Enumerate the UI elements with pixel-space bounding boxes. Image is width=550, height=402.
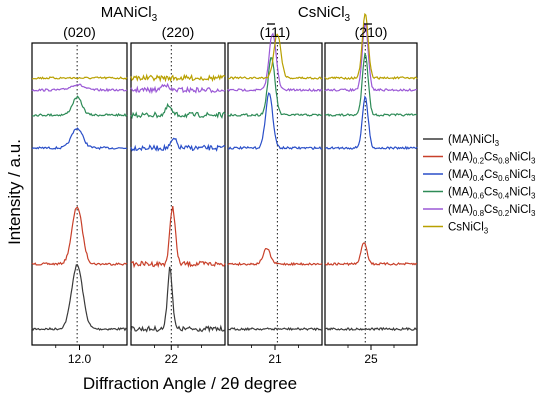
material-group-labels: MANiCl3 CsNiCl3 bbox=[101, 4, 351, 24]
group-label-2: CsNiCl3 bbox=[298, 4, 351, 24]
legend-label: (MA)NiCl3 bbox=[448, 134, 500, 148]
legend-item-4: (MA)0.6Cs0.4NiCl3 bbox=[423, 187, 536, 201]
series-line-4 bbox=[130, 102, 226, 120]
legend-label: CsNiCl3 bbox=[448, 222, 489, 236]
legend-item-6: CsNiCl3 bbox=[423, 222, 489, 236]
series-line-6 bbox=[227, 33, 323, 81]
legend-label: (MA)0.6Cs0.4NiCl3 bbox=[448, 187, 536, 201]
series-line-5 bbox=[31, 83, 128, 93]
legend-item-2: (MA)0.2Cs0.8NiCl3 bbox=[423, 152, 536, 166]
series-line-1 bbox=[227, 327, 323, 332]
series-line-5 bbox=[324, 22, 418, 93]
series-line-3 bbox=[324, 95, 418, 151]
panels: 12.0 (020) 22 (220) 21 (111) 25 (210) bbox=[31, 12, 418, 366]
legend-label: (MA)0.4Cs0.6NiCl3 bbox=[448, 169, 536, 183]
panel-2: 22 (220) bbox=[130, 24, 226, 366]
series-line-1 bbox=[31, 264, 128, 332]
legend-label: (MA)0.2Cs0.8NiCl3 bbox=[448, 152, 536, 166]
panel-frame bbox=[31, 42, 128, 346]
series-line-1 bbox=[130, 266, 226, 333]
reflection-label: (020) bbox=[63, 24, 96, 40]
x-axis-label: Diffraction Angle / 2θ degree bbox=[83, 374, 297, 393]
legend-label: (MA)0.8Cs0.2NiCl3 bbox=[448, 204, 536, 218]
series-line-4 bbox=[227, 57, 323, 117]
series-line-2 bbox=[227, 247, 323, 267]
series-line-5 bbox=[130, 82, 226, 95]
x-tick-label: 22 bbox=[165, 352, 179, 366]
series-line-1 bbox=[324, 326, 418, 332]
legend-item-3: (MA)0.4Cs0.6NiCl3 bbox=[423, 169, 536, 183]
panel-frame bbox=[324, 42, 418, 346]
series-line-6 bbox=[31, 76, 128, 80]
legend-item-5: (MA)0.8Cs0.2NiCl3 bbox=[423, 204, 536, 218]
panel-1: 12.0 (020) bbox=[31, 24, 128, 366]
series-line-2 bbox=[31, 206, 128, 266]
x-tick-label: 21 bbox=[268, 352, 282, 366]
series-line-4 bbox=[32, 95, 128, 117]
series-line-6 bbox=[324, 12, 418, 80]
x-tick-label: 25 bbox=[364, 352, 378, 366]
group-label-1: MANiCl3 bbox=[101, 4, 158, 24]
series-line-6 bbox=[130, 73, 226, 83]
panel-4: 25 (210) bbox=[324, 12, 418, 366]
reflection-label: (220) bbox=[162, 24, 195, 40]
series-line-3 bbox=[31, 127, 128, 151]
series-line-3 bbox=[227, 92, 323, 150]
reflection-label: (111) bbox=[260, 24, 291, 40]
series-line-2 bbox=[324, 242, 418, 267]
series-line-3 bbox=[130, 137, 226, 152]
series-line-4 bbox=[324, 52, 418, 117]
x-tick-label: 12.0 bbox=[68, 352, 92, 366]
y-axis-label: Intensity / a.u. bbox=[5, 139, 24, 245]
panel-3: 21 (111) bbox=[227, 23, 323, 366]
series-line-2 bbox=[130, 205, 226, 269]
panel-frame bbox=[227, 42, 323, 346]
legend-item-1: (MA)NiCl3 bbox=[423, 134, 500, 148]
reflection-label: (210) bbox=[355, 24, 388, 40]
legend: (MA)NiCl3 (MA)0.2Cs0.8NiCl3 (MA)0.4Cs0.6Ni… bbox=[423, 134, 536, 236]
